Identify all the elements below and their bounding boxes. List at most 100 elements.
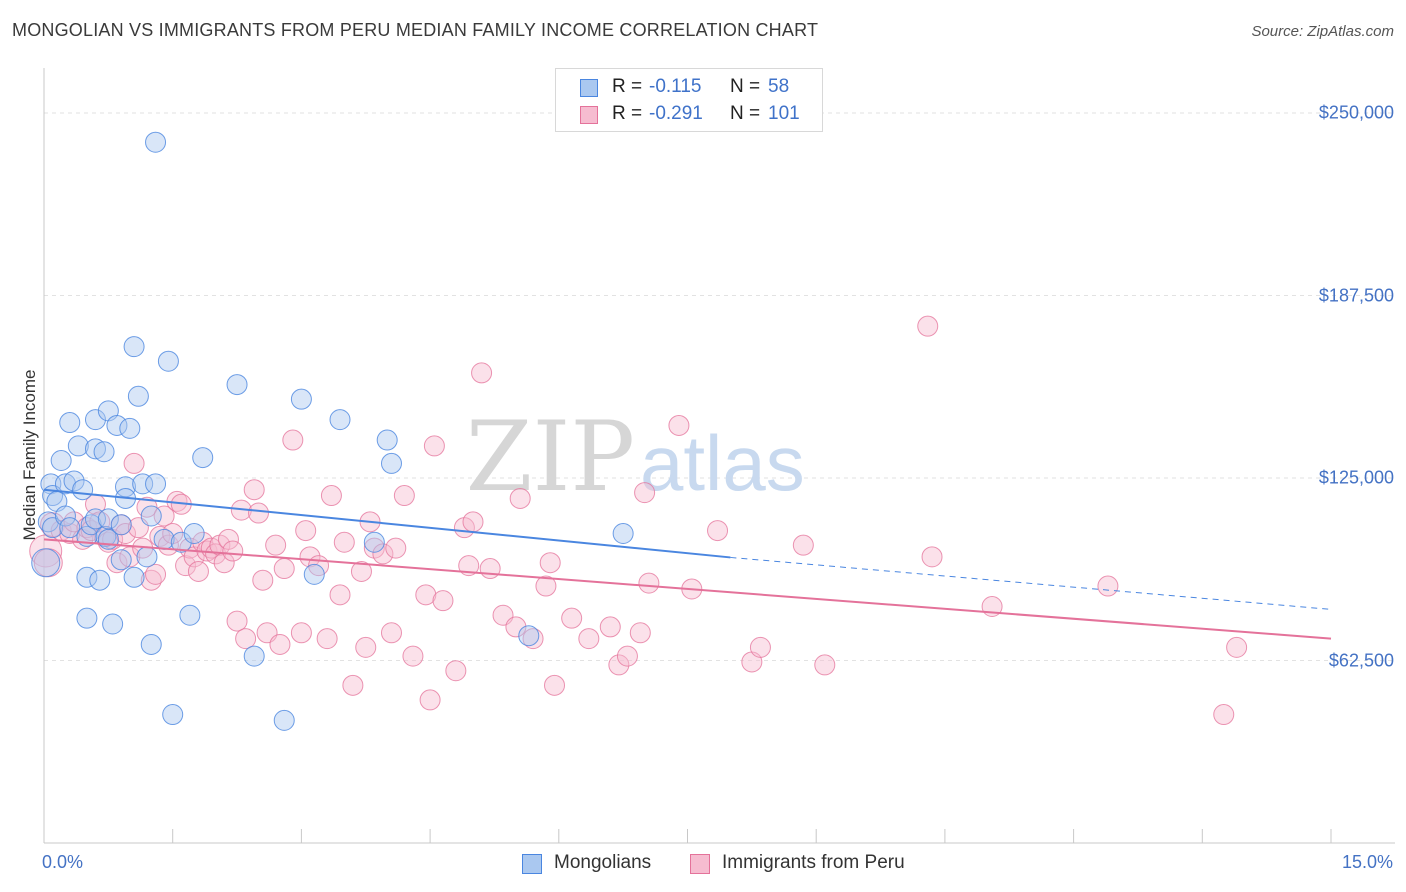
mongolian-point	[89, 569, 111, 591]
mongolian-point	[243, 645, 265, 667]
legend-swatch-pink	[580, 106, 598, 124]
series-mongolian-points	[31, 131, 634, 731]
peru-point	[145, 563, 167, 585]
mongolian-point	[110, 514, 132, 536]
peru-point	[749, 636, 771, 658]
mongolian-point	[50, 450, 72, 471]
legend-row-peru: R = -0.291 N = 101	[556, 100, 822, 128]
peru-point	[226, 610, 248, 632]
peru-point	[222, 540, 244, 562]
mongolian-point	[76, 566, 98, 588]
trend-lines	[43, 488, 1332, 640]
mongolian-point	[123, 566, 145, 588]
peru-point	[269, 633, 291, 655]
peru-point	[432, 590, 454, 612]
mongolian-point	[162, 704, 184, 726]
peru-point	[462, 511, 484, 533]
legend-row-mongolians: R = -0.115 N = 58	[556, 73, 822, 101]
peru-point	[814, 654, 836, 676]
peru-point	[917, 315, 939, 337]
mongolian-point	[226, 374, 248, 396]
bottom-legend-label: Mongolians	[554, 852, 652, 873]
chart-title: MONGOLIAN VS IMMIGRANTS FROM PERU MEDIAN…	[12, 20, 819, 40]
mongolian-point	[31, 548, 61, 578]
peru-point	[252, 569, 274, 591]
mongolian-point	[380, 452, 402, 474]
mongolian-point	[518, 625, 540, 647]
peru-point	[561, 607, 583, 629]
peru-point	[217, 528, 239, 550]
peru-point	[445, 660, 467, 682]
mongolian-point	[106, 414, 128, 436]
mongolian-point	[183, 522, 205, 544]
mongolian-point	[84, 409, 106, 431]
x-tick-label-max: 15.0%	[1341, 852, 1393, 872]
peru-point	[1213, 704, 1235, 726]
peru-point	[187, 560, 209, 582]
peru-point	[333, 531, 355, 553]
peru-point	[393, 485, 415, 507]
peru-point	[248, 502, 269, 524]
stats-legend: R = -0.115 N = 58 R = -0.291 N = 101	[555, 68, 823, 132]
mongolian-point	[329, 409, 351, 431]
legend-n-label: N =	[730, 76, 761, 97]
mongolian-point	[59, 412, 81, 434]
peru-point	[290, 622, 312, 644]
peru-point	[265, 534, 287, 556]
axes	[43, 68, 1395, 844]
peru-point	[372, 543, 394, 565]
peru-point	[415, 584, 437, 606]
peru-point	[471, 362, 493, 384]
mongolian-point	[273, 709, 295, 731]
mongolian-trend-line	[43, 488, 731, 559]
peru-point	[578, 628, 600, 650]
mongolian-point	[140, 633, 162, 655]
mongolian-point	[132, 473, 154, 495]
peru-point	[509, 487, 531, 509]
y-tick-label: $187,500	[1318, 285, 1394, 306]
legend-r-value: -0.115	[649, 76, 702, 97]
mongolian-point	[93, 441, 115, 463]
legend-r-value: -0.291	[649, 103, 703, 124]
peru-point	[320, 485, 342, 507]
legend-n-value: 101	[768, 103, 800, 124]
peru-point	[539, 552, 561, 574]
peru-point	[235, 628, 257, 650]
peru-point	[479, 558, 501, 580]
mongolian-point	[54, 473, 76, 495]
peru-point	[707, 520, 729, 542]
peru-point	[59, 522, 81, 544]
peru-point	[629, 622, 651, 644]
mongolian-point	[136, 546, 158, 568]
mongolian-point	[80, 514, 102, 536]
legend-swatch-pink	[690, 854, 710, 874]
peru-point	[175, 555, 197, 577]
peru-point	[544, 674, 566, 696]
peru-point	[634, 482, 656, 504]
peru-point	[316, 628, 338, 650]
mongolian-point	[95, 525, 117, 547]
peru-point	[299, 546, 321, 568]
mongolian-point	[290, 388, 312, 410]
bottom-legend-label: Immigrants from Peru	[722, 852, 905, 873]
legend-n-label: N =	[730, 103, 761, 124]
peru-point	[273, 558, 295, 580]
mongolian-point	[612, 522, 634, 544]
mongolian-point	[145, 131, 167, 153]
mongolian-point	[170, 531, 192, 553]
mongolian-point	[72, 479, 94, 501]
peru-point	[505, 616, 527, 638]
mongolian-point	[102, 613, 124, 635]
mongolian-point	[303, 563, 325, 585]
source-label: Source: ZipAtlas.com	[1251, 23, 1394, 40]
mongolian-point	[59, 517, 81, 539]
peru-trend-line	[43, 538, 1332, 640]
peru-point	[282, 429, 304, 451]
legend-swatch-blue	[522, 854, 542, 874]
mongolian-point	[123, 336, 145, 358]
peru-point	[458, 555, 480, 577]
peru-point	[380, 622, 402, 644]
mongolian-point	[179, 604, 201, 626]
peru-point	[123, 452, 145, 474]
peru-point	[616, 645, 638, 667]
